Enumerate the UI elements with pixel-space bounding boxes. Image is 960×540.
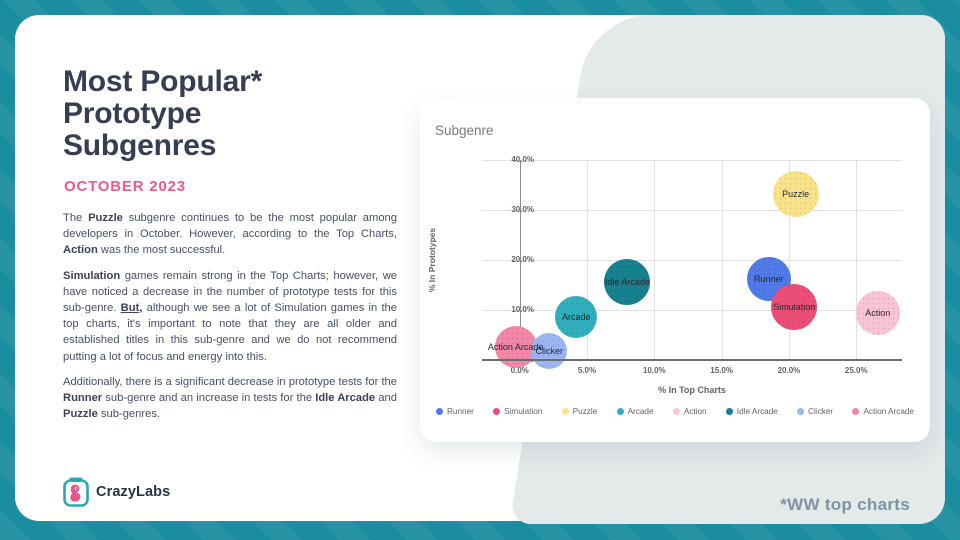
crazylabs-logo-text: CrazyLabs <box>96 484 171 500</box>
bubble-label: Action <box>865 307 891 318</box>
bubble-label: Idle Arcade <box>604 277 650 287</box>
bubble-clicker <box>531 333 568 369</box>
legend-item: Arcade <box>616 407 654 416</box>
y-tick-label: 30.0% <box>511 205 534 214</box>
body-text-segment: Puzzle <box>88 212 123 224</box>
bubble-label: Puzzle <box>782 189 810 199</box>
x-tick-label: 10.0% <box>642 366 666 375</box>
legend-label: Simulation <box>504 407 543 416</box>
x-axis-line <box>482 359 902 361</box>
y-gridline <box>482 210 902 211</box>
page-title: Most Popular* Prototype Subgenres <box>63 65 263 162</box>
bubble-idle-arcade <box>604 259 651 305</box>
legend-item: Puzzle <box>561 407 598 416</box>
x-axis-zero-line <box>519 160 522 360</box>
body-text-segment: But, <box>120 302 143 315</box>
bubble-label: Action Arcade <box>487 342 544 352</box>
y-axis-title: % In Prototypes <box>424 160 440 360</box>
body-text-segment: sub-genre and an increase in tests for t… <box>102 392 316 405</box>
body-text-segment: was the most successful. <box>97 244 226 257</box>
y-gridline <box>482 260 902 261</box>
legend-dot-icon <box>672 408 680 415</box>
bubble-label: Runner <box>753 273 784 284</box>
bubble-arcade <box>555 296 598 338</box>
legend-dot-icon <box>852 408 860 415</box>
body-text-segment: Additionally, there is a significant dec… <box>63 375 397 388</box>
x-tick-label: 25.0% <box>844 366 868 375</box>
crazylabs-logo: CrazyLabs <box>63 477 170 507</box>
body-text-segment: Runner <box>63 392 103 405</box>
legend-label: Runner <box>447 407 474 416</box>
body-paragraph: Additionally, there is a significant dec… <box>63 374 397 423</box>
bubble-label: Arcade <box>561 312 591 322</box>
body-text-segment: although we see a lot of Simulation game… <box>63 302 397 363</box>
body-text-segment: Action <box>63 244 98 257</box>
bubble-action <box>855 290 900 335</box>
body-paragraph: Simulation games remain strong in the To… <box>63 268 397 365</box>
bubble-action-arcade <box>494 326 537 368</box>
legend-dot-icon <box>725 408 733 415</box>
bubble-label: Clicker <box>535 346 564 356</box>
legend-dot-icon <box>436 408 443 415</box>
x-axis-title: % In Top Charts <box>658 385 726 395</box>
legend-dot-icon <box>493 408 501 415</box>
legend-dot-icon <box>561 408 569 415</box>
legend-dot-icon <box>616 408 624 415</box>
legend-item: Idle Arcade <box>725 407 778 416</box>
body-text-segment: Simulation <box>63 269 121 282</box>
legend-label: Arcade <box>627 407 654 416</box>
body-paragraph: The Puzzle subgenre continues to be the … <box>63 210 397 259</box>
body-text-segment: subgenre continues to be the most popula… <box>63 212 397 241</box>
subtitle-date: OCTOBER 2023 <box>64 178 186 195</box>
legend-dot-icon <box>797 408 805 415</box>
body-text-segment: sub-genres. <box>97 408 161 421</box>
chart-card: Subgenre % In Prototypes 0.0% 5.0% 10.0% 15… <box>420 98 930 442</box>
body-text: The Puzzle subgenre continues to be the … <box>63 210 397 431</box>
bubble-chart-plot: 0.0%5.0%10.0%15.0%20.0%25.0%0.0%10.0%20.… <box>482 155 902 375</box>
footnote: *WW top charts <box>780 495 910 514</box>
legend-label: Puzzle <box>572 407 598 416</box>
legend-item: Action <box>672 407 707 416</box>
legend-label: Action Arcade <box>863 407 914 416</box>
body-text-segment: Idle Arcade <box>315 392 376 405</box>
legend-item: Runner <box>436 407 474 416</box>
x-tick-label: 0.0% <box>510 366 529 375</box>
y-tick-label: 40.0% <box>511 155 534 164</box>
y-gridline <box>482 160 902 161</box>
body-text-segment: The <box>63 212 89 224</box>
y-tick-label: 10.0% <box>511 305 534 314</box>
body-text-segment: games remain strong in the Top Charts; h… <box>63 269 397 315</box>
body-text-segment: and <box>375 392 397 405</box>
y-tick-label: 20.0% <box>511 255 534 264</box>
x-tick-label: 15.0% <box>710 366 733 375</box>
legend-item: Simulation <box>493 407 542 416</box>
legend-label: Idle Arcade <box>736 407 778 416</box>
chart-legend: Runner Simulation Puzzle Arcade Action Idle A… <box>436 407 914 416</box>
x-tick-label: 20.0% <box>777 366 801 375</box>
legend-label: Action <box>683 407 707 416</box>
x-tick-label: 5.0% <box>577 366 597 375</box>
body-text-segment: Puzzle <box>63 408 98 421</box>
bubble-simulation <box>771 284 818 330</box>
crazylabs-logo-icon <box>63 477 89 507</box>
bubble-label: Simulation <box>773 302 816 312</box>
y-gridline <box>482 310 902 311</box>
bubble-puzzle <box>772 171 819 217</box>
y-axis-title-text: % In Prototypes <box>427 227 438 293</box>
chart-title: Subgenre <box>435 123 494 138</box>
legend-item: Action Arcade <box>852 407 914 416</box>
legend-label: Clicker <box>808 407 834 416</box>
legend-item: Clicker <box>797 407 833 416</box>
